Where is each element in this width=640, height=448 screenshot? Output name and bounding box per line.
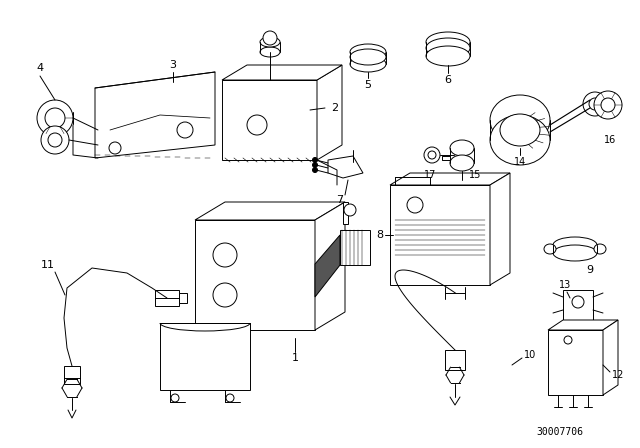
Ellipse shape bbox=[260, 37, 280, 47]
Text: 12: 12 bbox=[612, 370, 624, 380]
Ellipse shape bbox=[426, 32, 470, 52]
Text: 6: 6 bbox=[445, 75, 451, 85]
Ellipse shape bbox=[553, 237, 597, 253]
Text: 30007706: 30007706 bbox=[536, 427, 584, 437]
Circle shape bbox=[45, 108, 65, 128]
Bar bbox=[445, 350, 465, 370]
Circle shape bbox=[213, 283, 237, 307]
Polygon shape bbox=[490, 173, 510, 285]
Ellipse shape bbox=[350, 44, 386, 60]
Bar bbox=[563, 290, 593, 320]
Text: 16: 16 bbox=[604, 135, 616, 145]
Circle shape bbox=[407, 197, 423, 213]
Ellipse shape bbox=[350, 49, 386, 65]
Polygon shape bbox=[548, 320, 618, 330]
Polygon shape bbox=[548, 330, 603, 395]
Ellipse shape bbox=[426, 38, 470, 58]
Circle shape bbox=[226, 394, 234, 402]
Ellipse shape bbox=[490, 95, 550, 145]
Polygon shape bbox=[195, 220, 315, 330]
Text: 17: 17 bbox=[424, 170, 436, 180]
Circle shape bbox=[572, 296, 584, 308]
Text: 1: 1 bbox=[291, 353, 298, 363]
Text: 9: 9 bbox=[586, 265, 593, 275]
Circle shape bbox=[48, 133, 62, 147]
Ellipse shape bbox=[350, 56, 386, 72]
Polygon shape bbox=[603, 320, 618, 395]
Text: 2: 2 bbox=[332, 103, 339, 113]
Text: 14: 14 bbox=[514, 157, 526, 167]
Bar bbox=[179, 293, 187, 303]
Ellipse shape bbox=[490, 115, 550, 165]
Text: 5: 5 bbox=[365, 80, 371, 90]
Polygon shape bbox=[195, 202, 345, 220]
Polygon shape bbox=[160, 323, 250, 390]
Circle shape bbox=[589, 98, 601, 110]
Text: 4: 4 bbox=[36, 63, 44, 73]
Bar bbox=[64, 366, 80, 384]
Text: 10: 10 bbox=[524, 350, 536, 360]
Circle shape bbox=[312, 168, 317, 172]
Circle shape bbox=[177, 122, 193, 138]
Circle shape bbox=[263, 31, 277, 45]
Polygon shape bbox=[328, 156, 363, 178]
Text: 15: 15 bbox=[469, 170, 481, 180]
Text: 3: 3 bbox=[170, 60, 177, 70]
Circle shape bbox=[109, 142, 121, 154]
Ellipse shape bbox=[426, 46, 470, 66]
Circle shape bbox=[424, 147, 440, 163]
Polygon shape bbox=[315, 235, 340, 297]
Ellipse shape bbox=[594, 244, 606, 254]
Ellipse shape bbox=[553, 245, 597, 261]
Circle shape bbox=[601, 98, 615, 112]
Polygon shape bbox=[390, 185, 490, 285]
Ellipse shape bbox=[544, 244, 556, 254]
Circle shape bbox=[564, 336, 572, 344]
Bar bbox=[155, 290, 179, 306]
Text: 13: 13 bbox=[559, 280, 571, 290]
Ellipse shape bbox=[260, 47, 280, 57]
Circle shape bbox=[428, 151, 436, 159]
Polygon shape bbox=[315, 202, 345, 330]
Circle shape bbox=[312, 158, 317, 163]
Text: 8: 8 bbox=[376, 230, 383, 240]
Ellipse shape bbox=[450, 140, 474, 156]
Circle shape bbox=[583, 92, 607, 116]
Polygon shape bbox=[222, 80, 317, 160]
Text: 11: 11 bbox=[41, 260, 55, 270]
Circle shape bbox=[312, 163, 317, 168]
Circle shape bbox=[594, 91, 622, 119]
Circle shape bbox=[247, 115, 267, 135]
Circle shape bbox=[344, 204, 356, 216]
Polygon shape bbox=[95, 72, 215, 158]
Polygon shape bbox=[222, 65, 342, 80]
Bar bbox=[340, 230, 370, 265]
Ellipse shape bbox=[500, 114, 540, 146]
Bar bbox=[343, 202, 348, 224]
Ellipse shape bbox=[450, 155, 474, 171]
Circle shape bbox=[171, 394, 179, 402]
Circle shape bbox=[37, 100, 73, 136]
Polygon shape bbox=[317, 65, 342, 160]
Polygon shape bbox=[390, 173, 510, 185]
Circle shape bbox=[213, 243, 237, 267]
Text: 7: 7 bbox=[337, 195, 344, 205]
Circle shape bbox=[41, 126, 69, 154]
